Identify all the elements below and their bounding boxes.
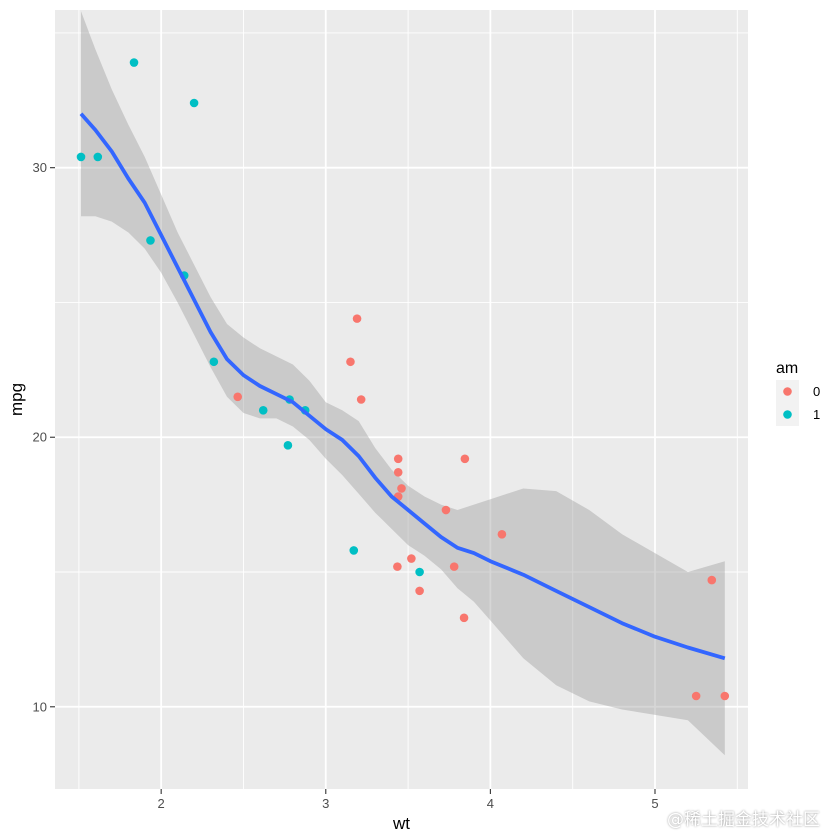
- y-tick-label: 20: [33, 430, 47, 445]
- data-point-am-0: [460, 454, 470, 464]
- y-axis-title: mpg: [7, 383, 26, 416]
- legend: am 0 1: [776, 360, 820, 426]
- confidence-band: [81, 11, 725, 756]
- minor-gridlines: [55, 10, 748, 789]
- legend-swatch-1: [783, 410, 792, 419]
- data-point-am-0: [707, 575, 717, 585]
- data-point-am-1: [76, 152, 86, 162]
- data-point-am-0: [393, 454, 403, 464]
- watermark: @稀土掘金技术社区: [667, 810, 820, 830]
- data-point-am-0: [415, 586, 424, 596]
- data-point-am-0: [459, 613, 469, 623]
- data-point-am-1: [415, 567, 424, 577]
- smooth-line: [79, 112, 726, 661]
- data-point-am-0: [393, 467, 403, 477]
- y-tick-label: 30: [33, 160, 47, 175]
- plot-panel: [55, 10, 748, 789]
- x-tick-label: 4: [487, 796, 494, 811]
- y-tick-label: 10: [33, 699, 47, 714]
- data-point-am-0: [441, 505, 451, 515]
- legend-title: am: [776, 360, 798, 377]
- data-points: [76, 58, 730, 701]
- data-point-am-0: [233, 392, 243, 402]
- data-point-am-0: [691, 691, 701, 701]
- x-tick-label: 5: [651, 796, 658, 811]
- axis-tick-labels: 2 3 4 5 10 20 30: [33, 160, 659, 811]
- data-point-am-1: [283, 441, 293, 450]
- data-point-am-0: [393, 562, 402, 571]
- data-point-am-0: [352, 314, 362, 323]
- major-gridlines: [55, 10, 748, 789]
- data-point-am-1: [258, 405, 268, 415]
- data-point-am-1: [349, 546, 359, 555]
- data-point-am-0: [497, 529, 507, 539]
- legend-label-0: 0: [813, 384, 820, 399]
- legend-label-1: 1: [813, 407, 820, 422]
- data-point-am-0: [449, 562, 459, 571]
- x-tick-label: 2: [158, 796, 165, 811]
- data-point-am-0: [346, 357, 355, 367]
- data-point-am-0: [407, 554, 416, 563]
- x-tick-label: 3: [322, 796, 329, 811]
- data-point-am-1: [189, 98, 199, 108]
- x-axis-title: wt: [392, 814, 410, 833]
- axis-ticks: [50, 167, 656, 794]
- data-point-am-0: [720, 691, 730, 701]
- data-point-am-1: [209, 357, 219, 367]
- data-point-am-0: [356, 395, 366, 404]
- data-point-am-1: [93, 152, 103, 162]
- data-point-am-0: [397, 484, 406, 493]
- legend-swatch-0: [783, 387, 792, 396]
- data-point-am-1: [129, 58, 139, 67]
- data-point-am-1: [146, 236, 155, 245]
